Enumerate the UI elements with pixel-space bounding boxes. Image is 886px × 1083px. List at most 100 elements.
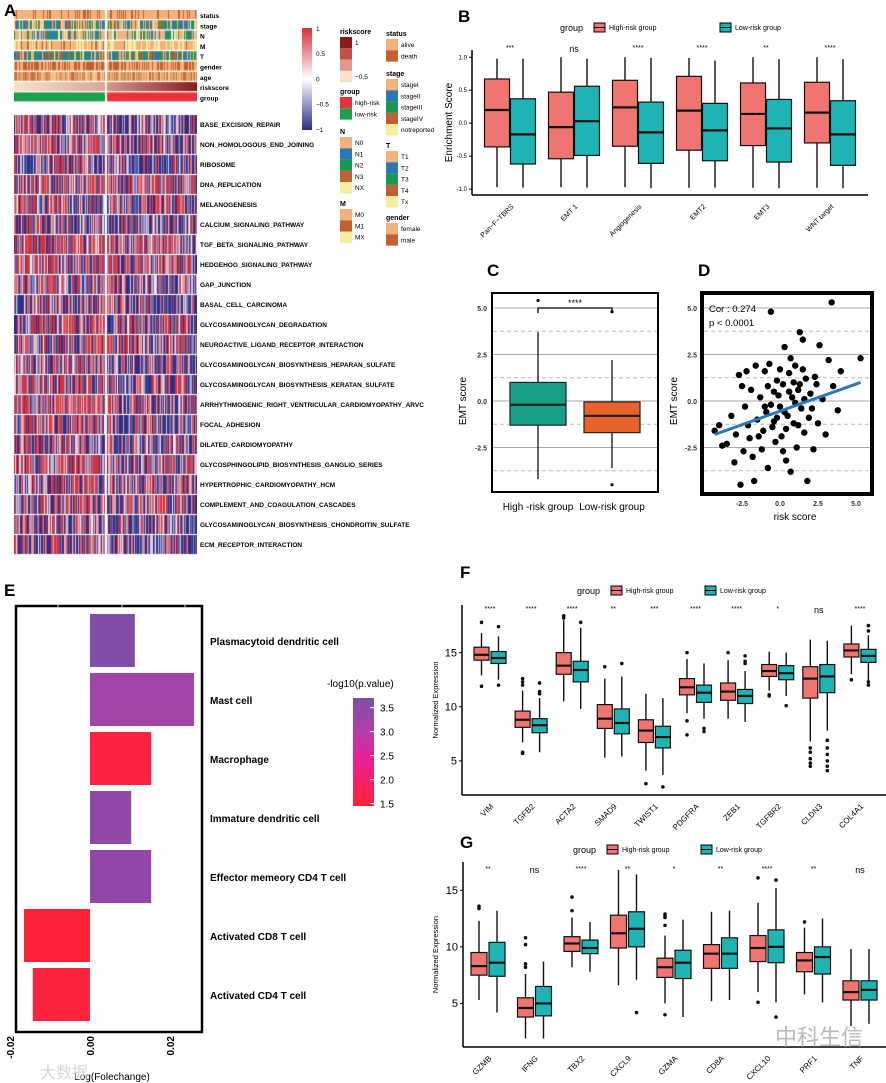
scatter-point xyxy=(776,403,784,410)
y-tick-label: -0.5 xyxy=(457,154,468,160)
annotation-row-label: N xyxy=(200,34,205,41)
scatter-point xyxy=(767,401,775,408)
outlier-point xyxy=(603,664,607,669)
legend-swatch xyxy=(340,37,352,49)
outlier-point xyxy=(520,680,525,684)
outlier-point xyxy=(726,650,730,655)
legend-label: stageIV xyxy=(401,116,424,123)
legend-swatch xyxy=(340,182,352,194)
legend-swatch xyxy=(340,220,352,232)
legend-title: group xyxy=(560,23,583,33)
significance-bracket xyxy=(537,307,613,313)
scatter-point xyxy=(735,371,743,379)
significance-label: ns xyxy=(569,44,579,54)
box-high xyxy=(802,666,819,699)
scatter-point xyxy=(801,429,808,436)
scatter-point xyxy=(792,362,799,369)
pathway-label: GLYCOSAMINOGLYCAN_BIOSYNTHESIS_HEPARAN_S… xyxy=(200,362,396,369)
legend-title: group xyxy=(340,89,360,96)
category-label: Activated CD4 T cell xyxy=(210,991,306,1002)
regression-line xyxy=(714,380,862,436)
outlier-point xyxy=(570,895,574,899)
outlier-point xyxy=(520,676,525,681)
x-tick-label: ACTA2 xyxy=(553,802,578,827)
scatter-point xyxy=(802,375,810,382)
significance-label: ** xyxy=(485,866,491,873)
scatter-point xyxy=(764,382,772,390)
x-tick-label: COL4A1 xyxy=(837,802,865,830)
outlier-point xyxy=(479,684,484,688)
legend-swatch xyxy=(386,124,398,136)
legend-label: N0 xyxy=(355,140,364,147)
x-tick-label: GZMA xyxy=(657,1054,680,1077)
scatter-point xyxy=(772,438,779,446)
category-label: Mast cell xyxy=(210,696,252,707)
x-tick-label: Pan−F−TBRS xyxy=(480,203,516,239)
box-group: ns EMT 1 xyxy=(547,44,601,223)
legend-swatch xyxy=(386,50,398,62)
significance-label: **** xyxy=(762,866,773,873)
outlier-point xyxy=(743,661,747,666)
outlier-point xyxy=(578,620,583,625)
box-low xyxy=(701,102,729,162)
outlier-point xyxy=(537,681,542,685)
outlier-point xyxy=(644,781,648,786)
legend-title: -log10(p.value) xyxy=(327,679,394,690)
scatter-point xyxy=(760,427,767,434)
scatter-point xyxy=(796,328,803,336)
y-tick-label: 5 xyxy=(452,998,458,1010)
legend-label: MX xyxy=(355,235,365,242)
box-group: **** WNT target xyxy=(803,45,857,234)
legend-swatch xyxy=(340,159,352,171)
scatter-point xyxy=(793,444,800,451)
pathway-label: NEUROACTIVE_LIGAND_RECEPTOR_INTERACTION xyxy=(200,342,364,349)
legend-label: T2 xyxy=(401,165,409,172)
scatter-point xyxy=(805,414,813,421)
significance-label: **** xyxy=(485,606,496,613)
scatter-point xyxy=(773,414,781,421)
legend-swatch xyxy=(340,170,352,183)
x-tick-label: TGFBR2 xyxy=(754,802,783,831)
scatter-point xyxy=(799,366,806,373)
color-scale-tick: 0 xyxy=(316,76,320,83)
bar xyxy=(90,673,194,726)
outlier-point xyxy=(663,923,667,928)
legend-swatch xyxy=(386,151,398,163)
annotation-row-label: status xyxy=(200,13,220,20)
scatter-point xyxy=(857,355,864,362)
watermark-right: 中科生信 xyxy=(775,1025,863,1050)
panel-label-g: G xyxy=(460,833,473,852)
scatter-point xyxy=(810,446,817,453)
x-tick-label: CXCL9 xyxy=(608,1054,633,1079)
x-axis-label: risk score xyxy=(774,512,817,523)
scatter-point xyxy=(776,366,784,373)
category-label: Macrophage xyxy=(210,755,269,766)
x-tick-label: CLDN3 xyxy=(799,802,824,827)
x-tick-label: IFNG xyxy=(520,1054,540,1074)
legend-tick-label: 3.0 xyxy=(380,728,394,739)
box-group: **** VIM xyxy=(473,606,507,818)
box-high xyxy=(611,79,639,147)
legend-title: N xyxy=(340,129,345,136)
scatter-point xyxy=(732,431,740,438)
scatter-point xyxy=(787,355,794,362)
outlier-point xyxy=(702,726,706,731)
outlier-point xyxy=(536,298,540,303)
y-tick-label: 0.0 xyxy=(687,399,697,406)
significance-label: **** xyxy=(854,606,865,613)
pathway-label: NON_HOMOLOGOUS_END_JOINING xyxy=(200,142,314,149)
scatter-point xyxy=(825,356,832,364)
scatter-point xyxy=(814,420,822,427)
legend-swatch xyxy=(386,39,398,51)
legend-swatch xyxy=(386,101,398,113)
scatter-point xyxy=(790,379,797,386)
outlier-point xyxy=(685,650,689,655)
heatmap-canvas xyxy=(14,10,197,556)
box-low xyxy=(819,663,836,694)
y-tick-label: 5.0 xyxy=(687,306,697,313)
scatter-point xyxy=(731,459,738,466)
box-group: ** GZMB xyxy=(470,866,506,1077)
legend: group High-risk group Low-risk group xyxy=(577,585,766,596)
scatter-point xyxy=(761,403,768,410)
